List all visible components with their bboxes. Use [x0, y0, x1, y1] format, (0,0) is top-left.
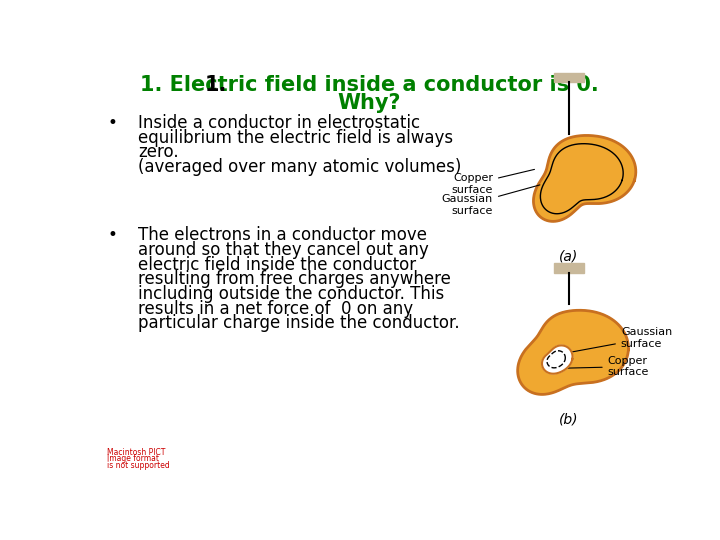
- Polygon shape: [534, 136, 636, 221]
- Text: Macintosh PICT: Macintosh PICT: [107, 448, 166, 457]
- Text: Gaussian
surface: Gaussian surface: [570, 327, 672, 352]
- Text: The electrons in a conductor move: The electrons in a conductor move: [138, 226, 427, 245]
- Text: Image format: Image format: [107, 455, 159, 463]
- Text: resulting from free charges anywhere: resulting from free charges anywhere: [138, 271, 451, 288]
- Polygon shape: [518, 310, 629, 394]
- Text: Gaussian
surface: Gaussian surface: [442, 185, 540, 216]
- Text: particular charge inside the conductor.: particular charge inside the conductor.: [138, 314, 459, 332]
- Text: Why?: Why?: [337, 93, 401, 113]
- Text: is not supported: is not supported: [107, 461, 170, 470]
- Text: (a): (a): [559, 249, 579, 264]
- Text: electric field inside the conductor: electric field inside the conductor: [138, 256, 416, 274]
- Bar: [554, 72, 584, 82]
- Text: results in a net force of  0 on any: results in a net force of 0 on any: [138, 300, 413, 318]
- Text: •: •: [107, 226, 117, 245]
- Text: 1. Electric field inside a conductor is 0.: 1. Electric field inside a conductor is …: [140, 75, 598, 95]
- Text: including outside the conductor. This: including outside the conductor. This: [138, 285, 444, 303]
- Text: zero.: zero.: [138, 143, 179, 161]
- Text: (averaged over many atomic volumes): (averaged over many atomic volumes): [138, 158, 462, 176]
- Text: Inside a conductor in electrostatic: Inside a conductor in electrostatic: [138, 114, 420, 132]
- Bar: [554, 264, 584, 273]
- Text: equilibrium the electric field is always: equilibrium the electric field is always: [138, 129, 453, 147]
- Polygon shape: [542, 346, 572, 374]
- Text: 1.: 1.: [204, 75, 227, 95]
- Text: around so that they cancel out any: around so that they cancel out any: [138, 241, 429, 259]
- Text: (b): (b): [559, 413, 579, 427]
- Text: Copper
surface: Copper surface: [567, 356, 649, 377]
- Text: •: •: [107, 114, 117, 132]
- Text: Copper
surface: Copper surface: [451, 170, 534, 195]
